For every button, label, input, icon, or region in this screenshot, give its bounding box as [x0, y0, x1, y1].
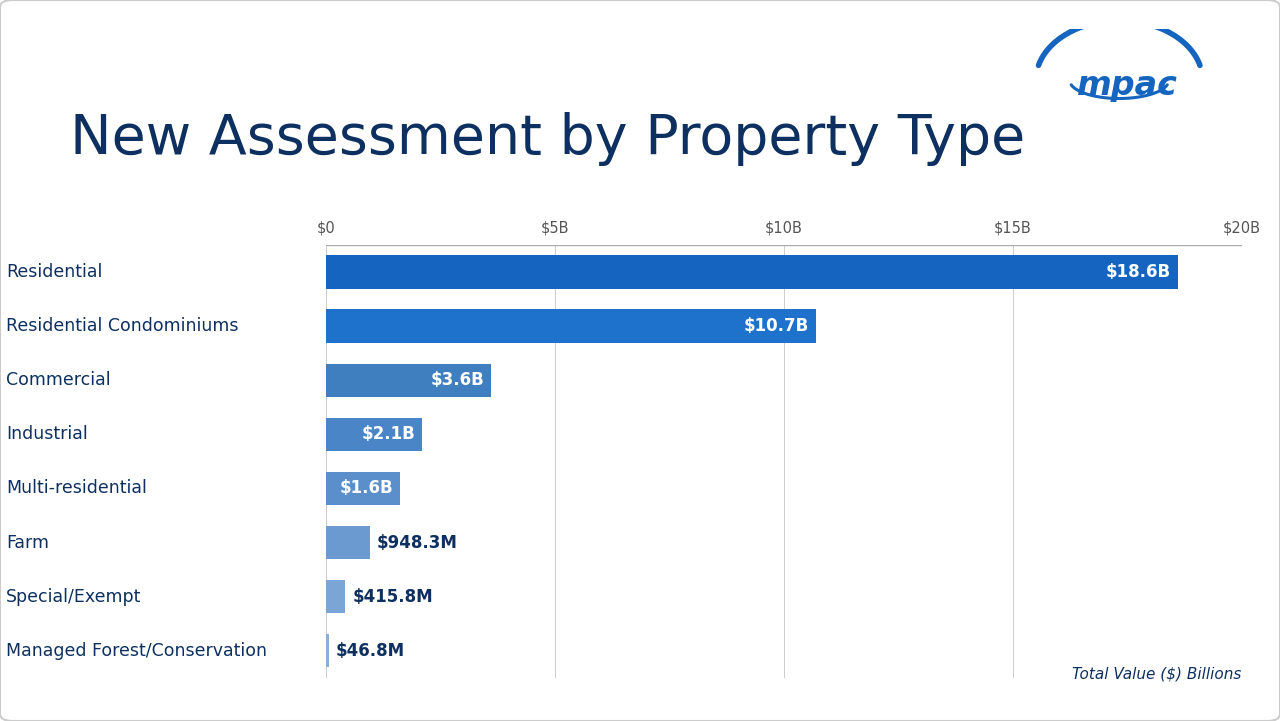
Text: $10.7B: $10.7B	[744, 317, 809, 335]
Text: Special/Exempt: Special/Exempt	[6, 588, 142, 606]
Text: Assessment Roll: Assessment Roll	[146, 61, 323, 80]
Text: $3.6B: $3.6B	[430, 371, 484, 389]
Text: Multi-residential: Multi-residential	[6, 479, 147, 497]
Text: $415.8M: $415.8M	[352, 588, 433, 606]
Bar	[326, 309, 817, 343]
Text: New Assessment by Property Type: New Assessment by Property Type	[70, 112, 1025, 166]
Text: $46.8M: $46.8M	[335, 642, 404, 660]
Bar	[326, 417, 422, 451]
Bar	[326, 255, 1178, 289]
Text: Total Value ($) Billions: Total Value ($) Billions	[1073, 666, 1242, 681]
Text: $1.6B: $1.6B	[339, 479, 393, 497]
Text: Commercial: Commercial	[6, 371, 110, 389]
Text: Residential Condominiums: Residential Condominiums	[6, 317, 238, 335]
Text: Industrial: Industrial	[6, 425, 88, 443]
Text: $18.6B: $18.6B	[1106, 263, 1171, 281]
Bar	[326, 634, 329, 668]
Bar	[326, 472, 399, 505]
Bar	[326, 526, 370, 559]
Text: Farm: Farm	[6, 534, 49, 552]
Text: 2021: 2021	[87, 61, 145, 80]
Text: Residential: Residential	[6, 263, 102, 281]
Text: $948.3M: $948.3M	[376, 534, 457, 552]
Text: $2.1B: $2.1B	[362, 425, 416, 443]
Bar	[326, 363, 492, 397]
Text: mpac: mpac	[1076, 68, 1178, 102]
Bar	[326, 580, 346, 614]
Text: Managed Forest/Conservation: Managed Forest/Conservation	[6, 642, 268, 660]
